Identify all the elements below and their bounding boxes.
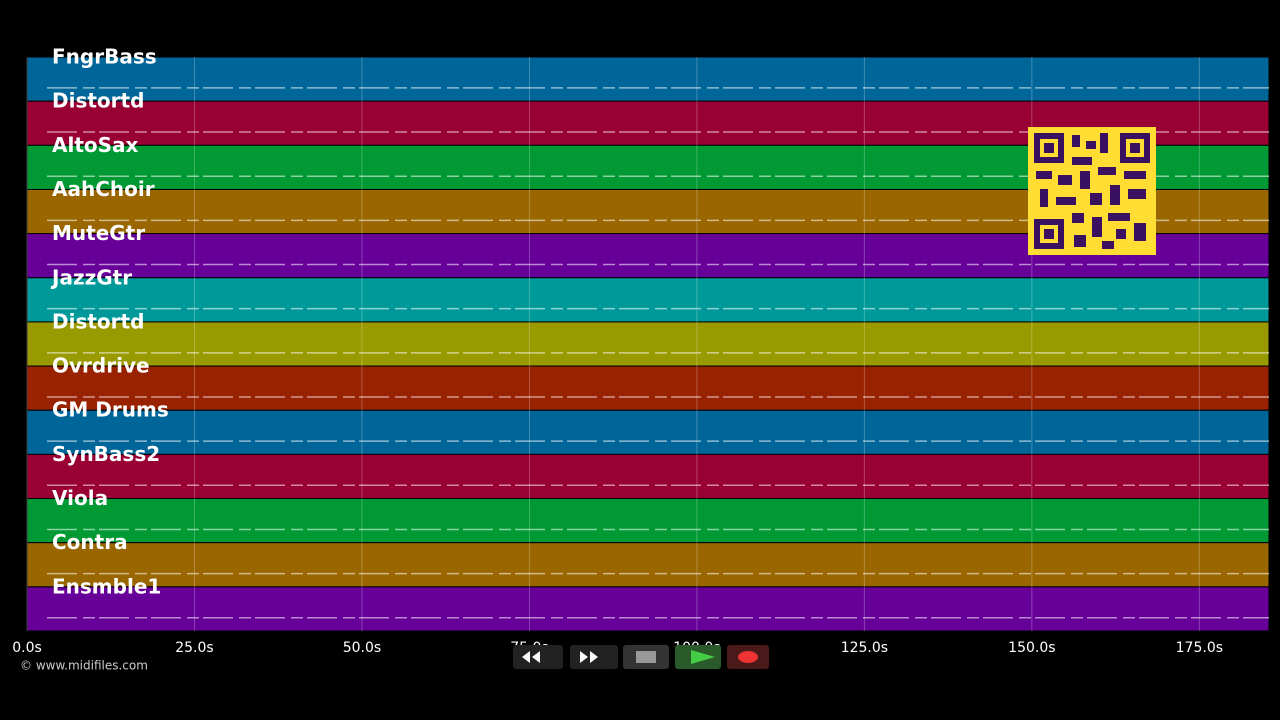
track-lane [26,586,1270,632]
track-label: AahChoir [52,177,155,201]
track-label: FngrBass [52,45,157,69]
x-tick-label: 175.0s [1176,640,1223,656]
track-label: Contra [52,530,128,554]
track-label: Distortd [52,309,144,333]
track-label: GM Drums [52,398,169,422]
track-label: SynBass2 [52,442,160,466]
track-lane [26,498,1270,544]
x-tick-label: 150.0s [1008,640,1055,656]
track-lane [26,321,1270,367]
track-label: AltoSax [52,133,139,157]
track-lane [26,277,1270,323]
play-button[interactable] [675,645,721,669]
x-tick-label: 50.0s [343,640,381,656]
track-label: Distortd [52,89,144,113]
stop-button[interactable] [623,645,669,669]
x-tick-label: 0.0s [12,640,42,656]
track-label: JazzGtr [50,265,132,289]
track-lane [26,56,1270,102]
track-label: Ensmble1 [52,574,161,598]
copyright: © www.midifiles.com [20,659,148,673]
fast-forward-button[interactable] [570,645,618,669]
x-tick-label: 25.0s [175,640,213,656]
transport-controls [513,645,769,669]
track-label: Ovrdrive [52,354,150,378]
track-lane [26,453,1270,500]
track-label: MuteGtr [52,221,145,245]
record-button[interactable] [727,645,769,669]
track-lane [26,409,1270,455]
rewind-button[interactable] [513,645,563,669]
track-lane [26,365,1270,411]
track-label: Viola [52,486,108,510]
track-lane [26,542,1270,588]
x-tick-label: 125.0s [841,640,888,656]
qr-code [1028,127,1156,255]
